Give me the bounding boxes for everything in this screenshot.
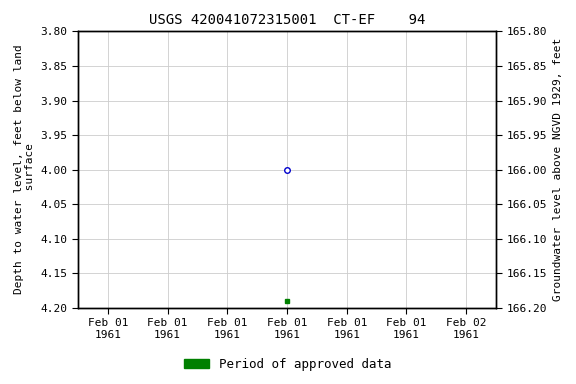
Y-axis label: Groundwater level above NGVD 1929, feet: Groundwater level above NGVD 1929, feet <box>552 38 563 301</box>
Title: USGS 420041072315001  CT-EF    94: USGS 420041072315001 CT-EF 94 <box>149 13 425 28</box>
Y-axis label: Depth to water level, feet below land
 surface: Depth to water level, feet below land su… <box>13 45 35 295</box>
Legend: Period of approved data: Period of approved data <box>179 353 397 376</box>
